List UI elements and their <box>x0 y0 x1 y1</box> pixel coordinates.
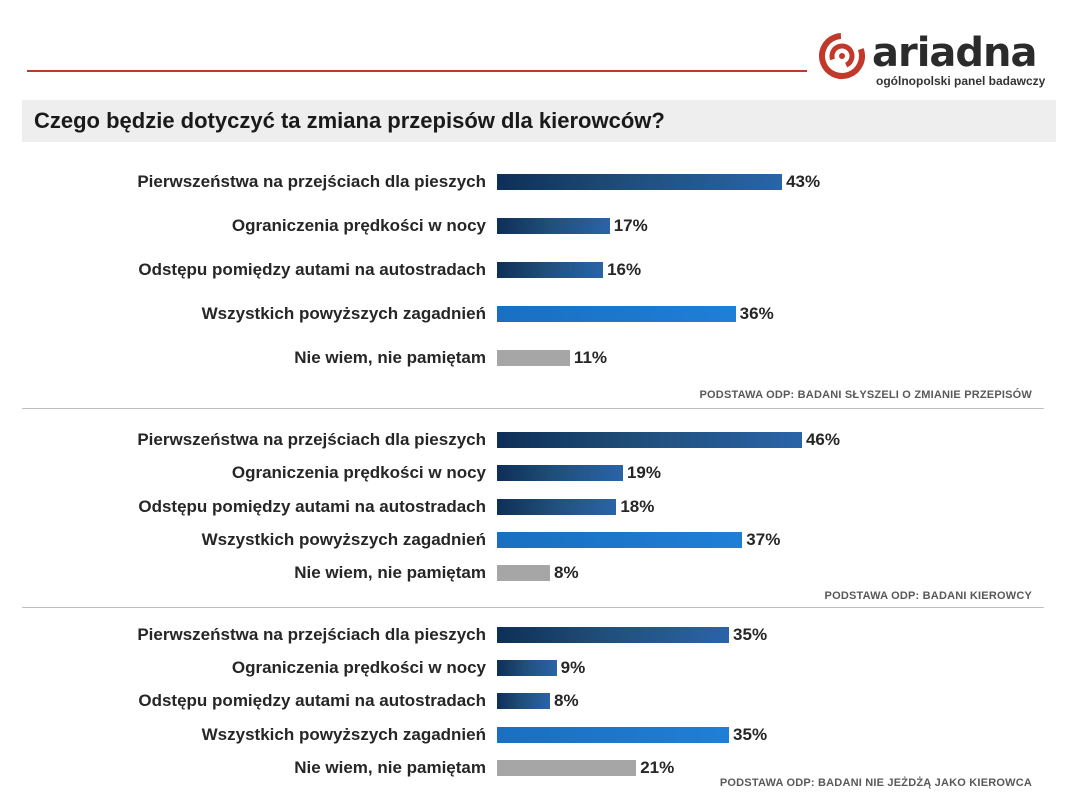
category-label: Odstępu pomiędzy autami na autostradach <box>138 260 486 279</box>
category-label: Ograniczenia prędkości w nocy <box>231 463 486 482</box>
bar-row-pedestrians: Pierwszeństwa na przejściach dla pieszyc… <box>0 625 1066 645</box>
category-label: Ograniczenia prędkości w nocy <box>231 658 486 677</box>
bar-dont-know <box>497 760 637 776</box>
bar-highway-gap <box>497 262 604 278</box>
value-label: 18% <box>620 497 655 516</box>
category-label: Nie wiem, nie pamiętam <box>294 563 486 582</box>
bar-all-above <box>497 306 736 322</box>
bar-pedestrians <box>497 432 802 448</box>
value-label: 17% <box>613 216 648 235</box>
logo-wordmark: ariadna <box>872 30 1038 76</box>
bar-dont-know <box>497 565 551 581</box>
value-label: 19% <box>626 463 661 482</box>
bar-row-dont-know: Nie wiem, nie pamiętam 11% <box>0 348 1066 368</box>
bar-highway-gap <box>497 499 617 515</box>
bar-all-above <box>497 727 730 743</box>
bar-night-speed <box>497 660 557 676</box>
panel-divider <box>22 607 1044 608</box>
bar-row-all-above: Wszystkich powyższych zagadnień 37% <box>0 530 1066 550</box>
category-label: Odstępu pomiędzy autami na autostradach <box>138 691 486 710</box>
bar-row-dont-know: Nie wiem, nie pamiętam 8% <box>0 563 1066 583</box>
bar-dont-know <box>497 350 570 366</box>
bar-row-pedestrians: Pierwszeństwa na przejściach dla pieszyc… <box>0 172 1066 192</box>
base-note: PODSTAWA ODP: BADANI SŁYSZELI O ZMIANIE … <box>699 389 1032 401</box>
value-label: 35% <box>733 625 768 644</box>
bar-pedestrians <box>497 627 730 643</box>
category-label: Ograniczenia prędkości w nocy <box>231 216 486 235</box>
logo-mark-icon <box>819 33 865 79</box>
bar-pedestrians <box>497 174 783 190</box>
bar-row-dont-know: Nie wiem, nie pamiętam 21% <box>0 758 1066 778</box>
bar-night-speed <box>497 465 623 481</box>
category-label: Nie wiem, nie pamiętam <box>294 348 486 367</box>
bar-row-pedestrians: Pierwszeństwa na przejściach dla pieszyc… <box>0 430 1066 450</box>
bar-night-speed <box>497 218 610 234</box>
bar-row-all-above: Wszystkich powyższych zagadnień 36% <box>0 304 1066 324</box>
bar-row-night-speed: Ograniczenia prędkości w nocy 9% <box>0 658 1066 678</box>
category-label: Odstępu pomiędzy autami na autostradach <box>138 497 486 516</box>
category-label: Wszystkich powyższych zagadnień <box>201 725 486 744</box>
bar-row-night-speed: Ograniczenia prędkości w nocy 17% <box>0 216 1066 236</box>
category-label: Nie wiem, nie pamiętam <box>294 758 486 777</box>
panel-divider <box>22 408 1044 409</box>
value-label: 46% <box>805 430 840 449</box>
value-label: 36% <box>739 304 774 323</box>
value-label: 43% <box>786 172 821 191</box>
logo-tagline: ogólnopolski panel badawczy <box>876 74 1046 88</box>
bar-row-highway-gap: Odstępu pomiędzy autami na autostradach 1… <box>0 497 1066 517</box>
bar-row-highway-gap: Odstępu pomiędzy autami na autostradach 1… <box>0 260 1066 280</box>
value-label: 8% <box>554 563 579 582</box>
value-label: 8% <box>554 691 579 710</box>
bar-row-all-above: Wszystkich powyższych zagadnień 35% <box>0 725 1066 745</box>
bar-row-night-speed: Ograniczenia prędkości w nocy 19% <box>0 463 1066 483</box>
header-rule <box>27 70 807 72</box>
category-label: Pierwszeństwa na przejściach dla pieszyc… <box>137 625 486 644</box>
category-label: Pierwszeństwa na przejściach dla pieszyc… <box>137 430 486 449</box>
value-label: 35% <box>733 725 768 744</box>
base-note: PODSTAWA ODP: BADANI KIEROWCY <box>824 590 1032 602</box>
bar-row-highway-gap: Odstępu pomiędzy autami na autostradach 8… <box>0 691 1066 711</box>
category-label: Pierwszeństwa na przejściach dla pieszyc… <box>137 172 486 191</box>
ariadna-logo: ariadna ogólnopolski panel badawczy <box>818 30 1058 92</box>
value-label: 37% <box>746 530 781 549</box>
bar-highway-gap <box>497 693 551 709</box>
value-label: 16% <box>607 260 642 279</box>
bar-all-above <box>497 532 743 548</box>
category-label: Wszystkich powyższych zagadnień <box>201 530 486 549</box>
value-label: 11% <box>573 348 608 367</box>
base-note: PODSTAWA ODP: BADANI NIE JEŻDŻĄ JAKO KIE… <box>719 777 1032 789</box>
value-label: 9% <box>560 658 586 677</box>
title-band: Czego będzie dotyczyć ta zmiana przepisó… <box>22 100 1056 142</box>
value-label: 21% <box>640 758 675 777</box>
page-title: Czego będzie dotyczyć ta zmiana przepisó… <box>34 108 665 133</box>
category-label: Wszystkich powyższych zagadnień <box>201 304 486 323</box>
